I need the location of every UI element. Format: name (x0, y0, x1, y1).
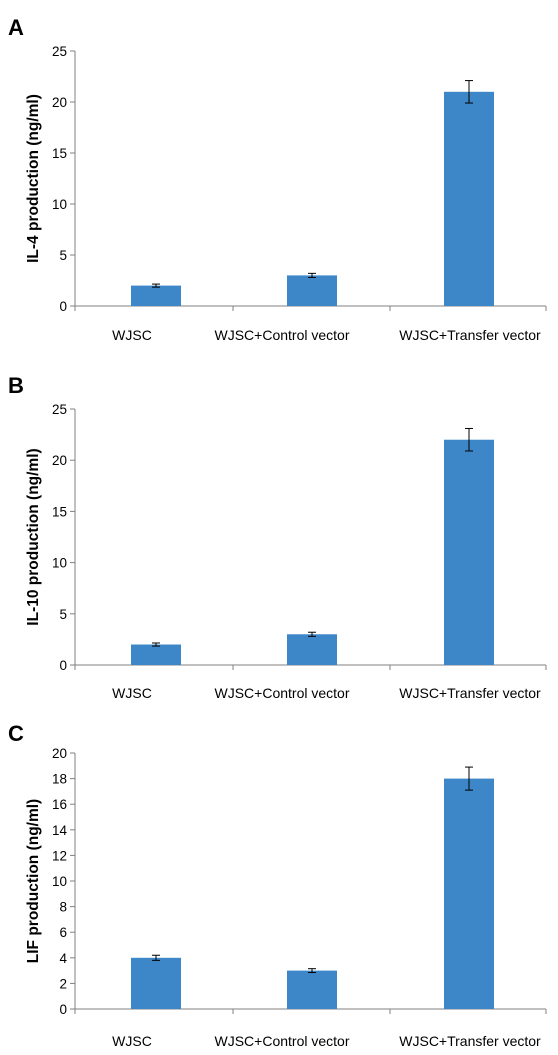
bar (287, 970, 337, 1009)
y-axis-label: IL-4 production (ng/ml) (25, 94, 42, 263)
y-tick-label: 2 (59, 976, 67, 991)
y-tick-label: 10 (52, 874, 67, 889)
category-label: WJSC+Control vector (215, 327, 350, 343)
category-label: WJSC+Control vector (215, 685, 350, 701)
bar (444, 778, 494, 1009)
panel-c: C LIF production (ng/ml) 0 2 4 6 8 10 12 14 16 18… (8, 721, 547, 1049)
y-tick-label: 12 (52, 848, 67, 863)
panel-letter: B (8, 373, 24, 398)
category-label: WJSC (112, 327, 152, 343)
panel-a: A IL-4 production (ng/ml) 0 5 10 15 20 25 WJSC… (8, 15, 547, 343)
y-tick-label: 20 (52, 453, 67, 468)
y-tick-label: 10 (52, 197, 67, 212)
y-tick-label: 4 (59, 951, 67, 966)
y-axis-label: LIF production (ng/ml) (25, 799, 42, 963)
y-tick-label: 5 (59, 607, 67, 622)
bar (287, 275, 337, 306)
bar (131, 644, 181, 665)
y-tick-label: 8 (59, 900, 67, 915)
y-tick-label: 15 (52, 146, 67, 161)
y-tick-label: 25 (52, 44, 67, 59)
panel-b: B IL-10 production (ng/ml) 0 5 10 15 20 25 WJS… (8, 373, 547, 701)
panel-letter: A (8, 15, 24, 40)
category-label: WJSC (112, 1033, 152, 1049)
y-tick-label: 5 (59, 248, 67, 263)
bar (131, 285, 181, 306)
bar (131, 957, 181, 1009)
bar (444, 439, 494, 665)
y-tick-label: 0 (59, 1002, 67, 1017)
y-tick-label: 0 (59, 299, 67, 314)
y-tick-label: 0 (59, 658, 67, 673)
category-label: WJSC+Transfer vector (399, 685, 541, 701)
y-tick-label: 25 (52, 402, 67, 417)
bar (287, 634, 337, 665)
y-tick-label: 18 (52, 772, 67, 787)
category-label: WJSC+Control vector (215, 1033, 350, 1049)
y-tick-label: 6 (59, 925, 67, 940)
category-label: WJSC (112, 685, 152, 701)
category-label: WJSC+Transfer vector (399, 1033, 541, 1049)
bar (444, 91, 494, 306)
y-tick-label: 20 (52, 746, 67, 761)
y-tick-label: 14 (52, 823, 68, 838)
y-tick-label: 10 (52, 556, 67, 571)
y-axis-label: IL-10 production (ng/ml) (25, 448, 42, 625)
panel-letter: C (8, 721, 24, 746)
category-label: WJSC+Transfer vector (399, 327, 541, 343)
y-tick-label: 16 (52, 797, 67, 812)
y-tick-label: 20 (52, 95, 67, 110)
y-tick-label: 15 (52, 504, 67, 519)
